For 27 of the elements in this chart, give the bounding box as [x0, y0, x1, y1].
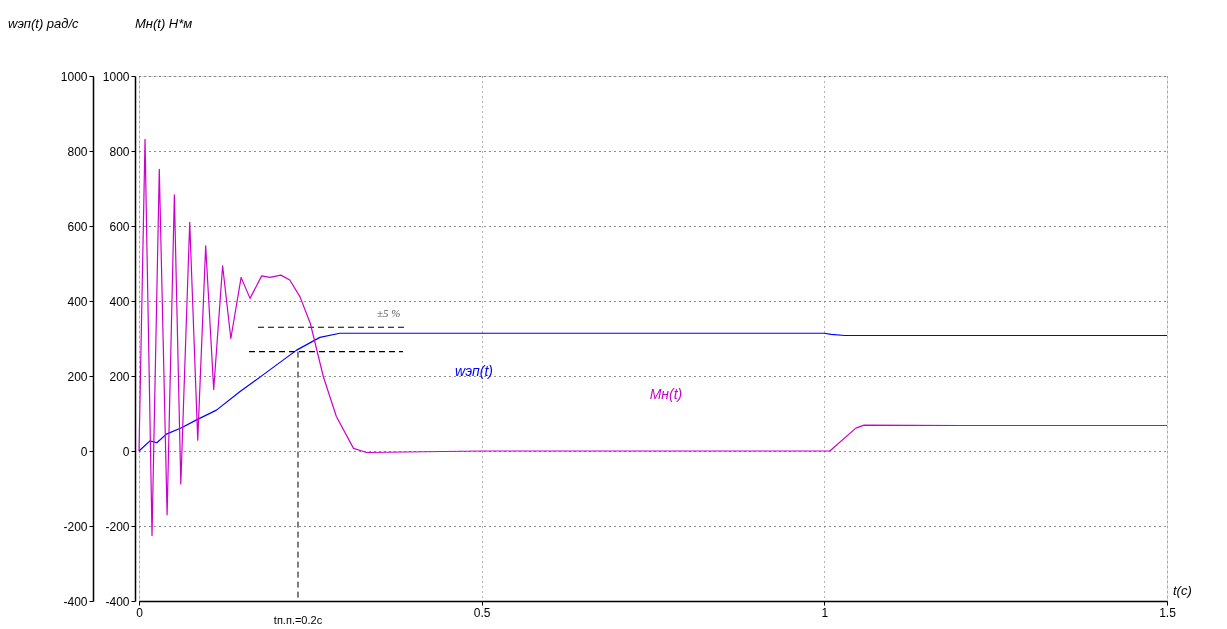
- y-tick-label: 200: [67, 369, 88, 384]
- text: wэп(t): [455, 363, 493, 379]
- y-tick-label: -400: [63, 594, 88, 609]
- y2-tick-label: -400: [105, 594, 130, 609]
- y2-tick-label: 600: [109, 219, 130, 234]
- y2-tick-label: 1000: [102, 69, 130, 84]
- text: Mн(t): [649, 386, 683, 402]
- y-tick-label: 600: [67, 219, 88, 234]
- annotation: ±5 %: [377, 307, 401, 319]
- x-axis-title: t(c): [1173, 583, 1192, 598]
- ref-line-label: tп.п.=0.2с: [273, 614, 323, 626]
- y2-tick-label: 800: [109, 144, 130, 159]
- y-tick-label: 1000: [60, 69, 88, 84]
- y-axis-title: wэп(t) рад/с: [8, 16, 80, 31]
- y-tick-label: 400: [67, 294, 88, 309]
- y2-tick-label: 0: [122, 444, 130, 459]
- y2-tick-label: 400: [109, 294, 130, 309]
- y-tick-label: 0: [80, 444, 88, 459]
- x-tick-label: 1.5: [1159, 605, 1177, 620]
- y2-tick-label: 200: [109, 369, 130, 384]
- x-tick-label: 0: [136, 605, 144, 620]
- x-tick-label: 1: [821, 605, 829, 620]
- y2-axis-title: Mн(t) Н*м: [135, 16, 193, 31]
- x-tick-label: 0.5: [473, 605, 491, 620]
- y-tick-label: -200: [63, 519, 88, 534]
- y-tick-label: 800: [67, 144, 88, 159]
- y2-tick-label: -200: [105, 519, 130, 534]
